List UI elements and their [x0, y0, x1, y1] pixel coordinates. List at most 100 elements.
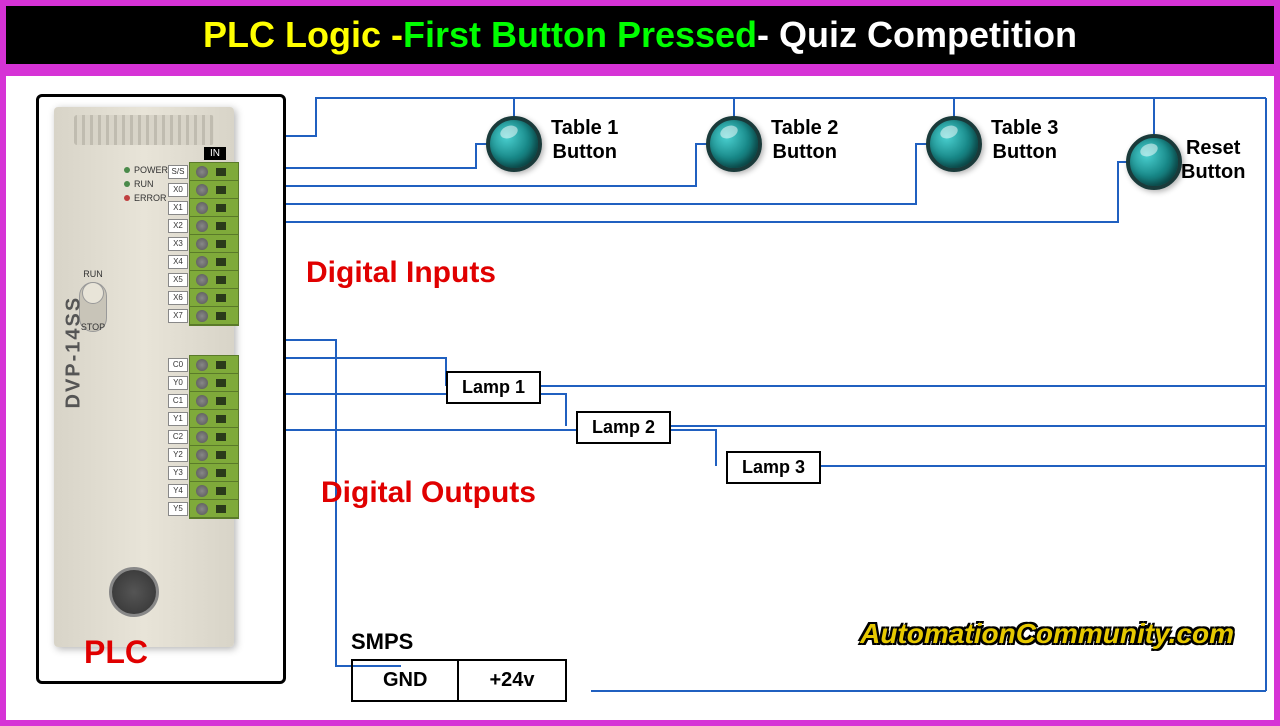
terminal-hole-icon [216, 168, 226, 176]
screw-icon [196, 449, 208, 461]
diagram-area: IN POWERRUNERROR RUN STOP DVP-14SS S/SX0… [6, 76, 1274, 720]
terminal-label: X2 [168, 219, 188, 233]
terminal-row: X2 [190, 217, 238, 235]
terminal-row: C0 [190, 356, 238, 374]
led-run: RUN [124, 179, 154, 189]
terminal-label: Y3 [168, 466, 188, 480]
terminal-hole-icon [216, 258, 226, 266]
lamp-box-2: Lamp 3 [726, 451, 821, 484]
terminal-row: Y4 [190, 482, 238, 500]
plc-enclosure: IN POWERRUNERROR RUN STOP DVP-14SS S/SX0… [36, 94, 286, 684]
terminal-row: C1 [190, 392, 238, 410]
digital-inputs-label: Digital Inputs [306, 256, 496, 290]
push-button-3[interactable] [1126, 134, 1182, 190]
push-button-label-3: ResetButton [1181, 136, 1245, 184]
screw-icon [196, 467, 208, 479]
terminal-hole-icon [216, 222, 226, 230]
led-label: ERROR [134, 193, 167, 203]
terminal-hole-icon [216, 204, 226, 212]
screw-icon [196, 274, 208, 286]
screw-icon [196, 220, 208, 232]
terminal-label: Y1 [168, 412, 188, 426]
screw-icon [196, 202, 208, 214]
screw-icon [196, 310, 208, 322]
terminal-hole-icon [216, 240, 226, 248]
terminal-hole-icon [216, 469, 226, 477]
terminal-label: Y4 [168, 484, 188, 498]
terminal-row: X7 [190, 307, 238, 325]
push-button-0[interactable] [486, 116, 542, 172]
smps-gnd: GND [353, 661, 459, 700]
terminal-hole-icon [216, 397, 226, 405]
input-terminal-block: S/SX0X1X2X3X4X5X6X7 [189, 162, 239, 326]
terminal-hole-icon [216, 505, 226, 513]
terminal-row: C2 [190, 428, 238, 446]
screw-icon [196, 256, 208, 268]
terminal-hole-icon [216, 487, 226, 495]
push-button-2[interactable] [926, 116, 982, 172]
smps-area: SMPS GND +24v [351, 629, 567, 702]
push-button-label-0: Table 1Button [551, 116, 618, 164]
screw-icon [196, 485, 208, 497]
terminal-hole-icon [216, 186, 226, 194]
smps-title: SMPS [351, 629, 567, 655]
terminal-row: Y3 [190, 464, 238, 482]
terminal-row: X3 [190, 235, 238, 253]
terminal-label: Y5 [168, 502, 188, 516]
terminal-row: Y0 [190, 374, 238, 392]
terminal-hole-icon [216, 361, 226, 369]
terminal-label: X5 [168, 273, 188, 287]
led-dot-icon [124, 167, 130, 173]
terminal-label: C1 [168, 394, 188, 408]
terminal-label: C0 [168, 358, 188, 372]
watermark: AutomationCommunity.com [860, 618, 1234, 650]
terminal-row: S/S [190, 163, 238, 181]
title-part2: First Button Pressed [403, 14, 757, 56]
terminal-label: C2 [168, 430, 188, 444]
output-terminal-block: C0Y0C1Y1C2Y2Y3Y4Y5 [189, 355, 239, 519]
terminal-label: X6 [168, 291, 188, 305]
led-label: POWER [134, 165, 168, 175]
digital-outputs-label: Digital Outputs [321, 476, 536, 510]
led-power: POWER [124, 165, 168, 175]
push-button-label-1: Table 2Button [771, 116, 838, 164]
title-bar: PLC Logic - First Button Pressed - Quiz … [6, 6, 1274, 64]
screw-icon [196, 377, 208, 389]
terminal-row: X0 [190, 181, 238, 199]
smps-24v: +24v [459, 661, 564, 700]
terminal-row: X5 [190, 271, 238, 289]
screw-icon [196, 166, 208, 178]
title-part1: PLC Logic - [203, 14, 403, 56]
screw-icon [196, 238, 208, 250]
terminal-row: X4 [190, 253, 238, 271]
screw-icon [196, 395, 208, 407]
push-button-1[interactable] [706, 116, 762, 172]
terminal-row: Y5 [190, 500, 238, 518]
screw-icon [196, 359, 208, 371]
push-button-label-2: Table 3Button [991, 116, 1058, 164]
lamp-box-0: Lamp 1 [446, 371, 541, 404]
terminal-hole-icon [216, 415, 226, 423]
terminal-label: X3 [168, 237, 188, 251]
terminal-hole-icon [216, 451, 226, 459]
screw-icon [196, 413, 208, 425]
terminal-label: Y0 [168, 376, 188, 390]
screw-icon [196, 503, 208, 515]
led-dot-icon [124, 181, 130, 187]
terminal-label: S/S [168, 165, 188, 179]
terminal-label: X1 [168, 201, 188, 215]
plc-model-label: DVP-14SS [63, 296, 86, 409]
plc-text-label: PLC [84, 634, 148, 671]
switch-run-label: RUN [80, 269, 106, 279]
screw-icon [196, 292, 208, 304]
terminal-row: Y1 [190, 410, 238, 428]
screw-icon [196, 431, 208, 443]
screw-icon [196, 184, 208, 196]
title-part3: - Quiz Competition [757, 14, 1077, 56]
terminal-label: X4 [168, 255, 188, 269]
plc-body: IN POWERRUNERROR RUN STOP DVP-14SS S/SX0… [54, 107, 234, 647]
terminal-row: X1 [190, 199, 238, 217]
led-label: RUN [134, 179, 154, 189]
terminal-hole-icon [216, 312, 226, 320]
terminal-label: X7 [168, 309, 188, 323]
